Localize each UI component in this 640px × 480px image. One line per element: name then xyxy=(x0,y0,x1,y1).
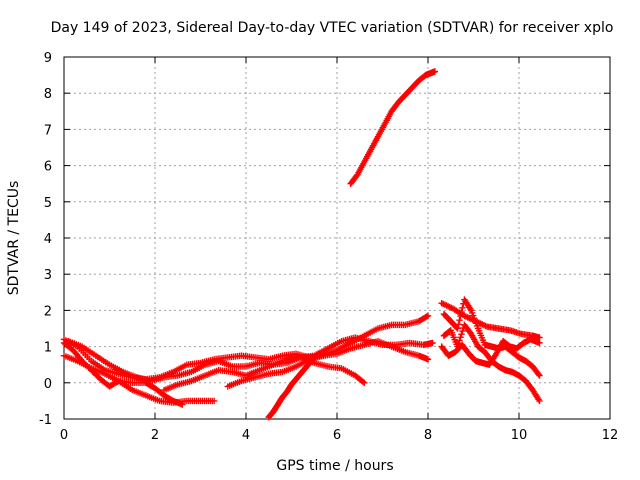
chart-title: Day 149 of 2023, Sidereal Day-to-day VTE… xyxy=(51,20,614,36)
y-tick-label: 1 xyxy=(44,341,52,356)
x-tick-label: 8 xyxy=(424,428,432,443)
data-point xyxy=(454,325,461,332)
data-point xyxy=(179,401,186,408)
data-point xyxy=(536,372,543,379)
x-tick-label: 2 xyxy=(151,428,159,443)
data-point xyxy=(455,321,462,328)
y-tick-label: 7 xyxy=(44,123,52,138)
data-point xyxy=(536,334,543,341)
data-point xyxy=(536,397,543,405)
data-point xyxy=(456,337,463,344)
data-point xyxy=(315,350,322,358)
data-point xyxy=(429,339,436,347)
data-point xyxy=(457,312,464,320)
data-point xyxy=(423,313,430,320)
data-point xyxy=(457,334,464,341)
data-point xyxy=(431,68,439,75)
data-point xyxy=(210,397,218,405)
y-axis-label: SDTVAR / TECUs xyxy=(6,181,22,296)
data-point xyxy=(424,312,432,320)
y-tick-label: 5 xyxy=(44,196,52,211)
y-tick-label: 4 xyxy=(44,232,52,247)
data-point xyxy=(458,330,465,338)
x-tick-label: 12 xyxy=(602,428,619,443)
x-tick-label: 0 xyxy=(60,428,68,443)
series-track-7 xyxy=(265,350,322,421)
data-point xyxy=(361,379,368,386)
y-tick-label: 9 xyxy=(44,51,52,66)
y-tick-label: 6 xyxy=(44,160,52,175)
data-point xyxy=(536,339,543,347)
series-track-5 xyxy=(160,334,436,394)
y-tick-label: 3 xyxy=(44,268,52,283)
data-point xyxy=(459,327,466,335)
x-axis-label: GPS time / hours xyxy=(276,458,393,474)
data-point xyxy=(424,356,432,363)
data-point xyxy=(456,317,463,324)
series-track-8 xyxy=(347,68,439,187)
y-tick-label: -1 xyxy=(39,413,52,428)
data-point xyxy=(535,371,542,378)
y-tick-label: 0 xyxy=(44,377,52,392)
series-track-6 xyxy=(224,337,432,390)
series-track-12 xyxy=(438,336,543,368)
data-point xyxy=(359,378,367,385)
data-marks xyxy=(60,68,543,421)
y-tick-label: 2 xyxy=(44,304,52,319)
y-tick-label: 8 xyxy=(44,87,52,102)
x-tick-label: 4 xyxy=(242,428,250,443)
x-tick-label: 6 xyxy=(333,428,341,443)
data-point xyxy=(459,304,466,312)
x-tick-label: 10 xyxy=(511,428,528,443)
data-point xyxy=(458,308,465,316)
